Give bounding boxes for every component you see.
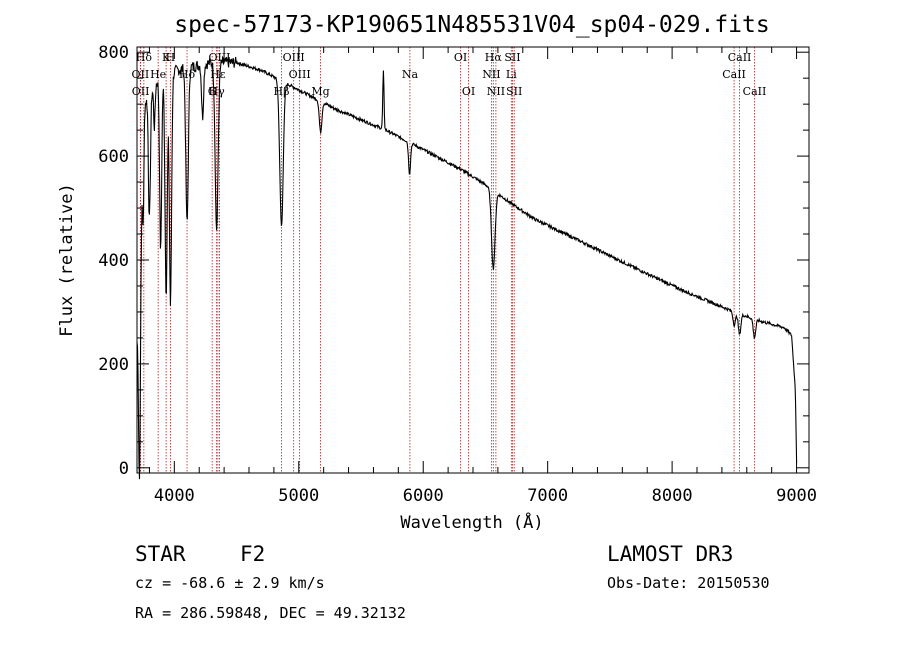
line-label-1: OII — [132, 68, 150, 81]
line-label-18: Hα — [485, 51, 503, 64]
x-tick-label-3: 7000 — [527, 486, 568, 506]
line-label-25: CaII — [722, 68, 746, 81]
y-axis-ticks: 0 200 400 600 800 — [98, 43, 809, 479]
x-tick-label-0: 4000 — [154, 486, 195, 506]
x-axis-label: Wavelength (Å) — [400, 511, 543, 533]
plot-frame — [136, 46, 810, 474]
coordinates: RA = 286.59848, DEC = 49.32132 — [135, 604, 406, 622]
line-label-0: Hδ — [136, 51, 153, 64]
x-tick-label-5: 9000 — [776, 486, 817, 506]
line-label-4: He — [150, 68, 166, 81]
line-label-14: Mg — [311, 85, 329, 98]
y-tick-label-1: 200 — [98, 355, 129, 375]
line-label-3: K — [162, 51, 171, 64]
chart-title: spec-57173-KP190651N485531V04_sp04-029.f… — [174, 12, 769, 38]
line-label-26: CaII — [743, 85, 767, 98]
line-label-13: Hβ — [274, 85, 290, 98]
y-tick-label-3: 600 — [98, 147, 129, 167]
y-axis-label: Flux (relative) — [57, 183, 77, 337]
line-label-15: Na — [402, 68, 419, 81]
line-label-8: OIII — [208, 51, 230, 64]
spectrum-line — [136, 55, 798, 480]
line-label-11: OIII — [283, 51, 305, 64]
x-tick-label-2: 6000 — [403, 486, 444, 506]
line-label-10: G — [208, 85, 217, 98]
line-label-7: Hγ — [209, 85, 226, 98]
x-tick-label-4: 8000 — [652, 486, 693, 506]
obs-date: Obs-Date: 20150530 — [607, 574, 770, 592]
line-label-2: OII — [132, 85, 150, 98]
line-label-20: NII — [487, 85, 505, 98]
survey-name: LAMOST DR3 — [607, 542, 733, 566]
line-label-5: H — [166, 51, 176, 64]
line-label-9: Hε — [210, 68, 226, 81]
line-label-21: SII — [504, 51, 520, 64]
object-subclass: F2 — [240, 542, 265, 566]
line-label-12: OIII — [289, 68, 311, 81]
y-tick-label-0: 0 — [119, 459, 129, 479]
y-tick-label-4: 800 — [98, 43, 129, 63]
line-label-22: Li — [506, 68, 517, 81]
line-label-24: CaII — [728, 51, 752, 64]
x-tick-label-1: 5000 — [278, 486, 319, 506]
x-axis-ticks: 4000 5000 6000 7000 8000 9000 — [148, 47, 817, 506]
line-label-16: OI — [454, 51, 467, 64]
line-label-17: OI — [462, 85, 475, 98]
y-tick-label-2: 400 — [98, 251, 129, 271]
object-type: STAR — [135, 542, 186, 566]
line-label-19: NII — [482, 68, 500, 81]
spectral-line-markers — [139, 47, 755, 473]
redshift-readout: cz = -68.6 ± 2.9 km/s — [135, 574, 325, 592]
line-label-23: SII — [506, 85, 522, 98]
